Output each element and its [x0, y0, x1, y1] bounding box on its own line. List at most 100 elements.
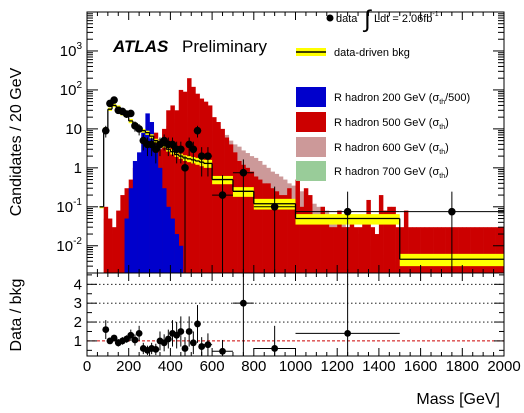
hist-bar-500-74	[395, 227, 401, 273]
hist-bar-500-66	[362, 218, 367, 273]
hist-bar-500-35	[232, 152, 238, 273]
hist-bar-500-56	[320, 206, 325, 273]
hist-bar-500-65	[358, 227, 363, 273]
main-y-tick-label-3: 10	[65, 121, 82, 138]
hist-bar-500-33	[224, 137, 230, 273]
data-point-22	[193, 126, 202, 135]
legend-label-suffix-4: )	[445, 142, 449, 154]
hist-bar-500-8	[120, 195, 125, 273]
ratio-point-6	[127, 331, 135, 339]
hist-bar-200-18	[162, 188, 167, 273]
hist-bar-500-7	[116, 210, 121, 273]
main-y-tick-exp-5: 3	[76, 41, 82, 52]
main-plot-area: 10-2 10-1 1 10 102 103	[56, 11, 505, 274]
main-axes: 10-2 10-1 1 10 102 103	[56, 11, 505, 274]
legend-swatch-3	[296, 112, 326, 132]
ratio-point-18	[177, 328, 185, 335]
ratio-point-19	[181, 345, 189, 352]
x-tick-label-9: 1800	[446, 358, 479, 375]
ratio-y-label: Data / bkg	[8, 279, 25, 352]
x-tick-label-1: 200	[116, 358, 141, 375]
hist-bar-500-6	[112, 227, 117, 273]
ratio-point-27	[271, 345, 279, 352]
hist-bar-500-31	[216, 122, 221, 273]
hist-bar-200-11	[132, 160, 138, 273]
ratio-point-8	[135, 329, 143, 337]
hist-bar-500-68	[370, 227, 376, 273]
data-point-23	[197, 152, 206, 160]
hist-bar-500-83	[433, 227, 438, 273]
legend-integral-sign: ∫	[362, 6, 372, 33]
main-y-tick-label-2: 1	[74, 160, 82, 177]
hist-bar-500-54	[312, 215, 317, 273]
legend-swatch-4	[296, 137, 326, 157]
hist-bar-500-93	[474, 227, 480, 273]
hist-bar-200-13	[141, 132, 146, 273]
hist-bar-500-25	[191, 86, 196, 273]
hist-bar-500-75	[399, 227, 405, 273]
hist-bar-500-48	[287, 188, 292, 273]
hist-bar-500-24	[187, 78, 192, 273]
legend-label-suffix-5: )	[445, 166, 449, 178]
ratio-frame	[86, 272, 505, 357]
ratio-point-25	[219, 347, 226, 355]
hist-bar-500-89	[458, 227, 463, 273]
hist-bar-500-58	[328, 227, 334, 273]
hist-bar-500-20	[170, 105, 175, 273]
ratio-point-28	[344, 329, 352, 337]
ratio-point-26	[239, 299, 247, 307]
hist-bar-500-60	[337, 210, 342, 273]
hist-bar-500-94	[478, 227, 484, 273]
legend-label-4: R hadron 600 GeV (σth)	[334, 142, 449, 156]
data-point-8	[135, 125, 143, 133]
hist-bar-500-91	[466, 227, 471, 273]
hist-bar-500-84	[437, 227, 442, 273]
hist-bar-500-5	[107, 218, 113, 273]
hist-bar-500-85	[441, 227, 446, 273]
ratio-point-15	[164, 335, 172, 343]
hist-bar-500-71	[383, 210, 388, 273]
data-point-25	[218, 191, 227, 199]
legend-label-suffix-2: /500)	[445, 92, 470, 104]
hist-bar-200-20	[170, 218, 175, 273]
ratio-y-tick-label-2: 3	[74, 295, 82, 312]
legend-data-marker	[326, 14, 334, 22]
hist-bar-500-69	[374, 234, 380, 273]
hist-bar-500-82	[428, 227, 434, 273]
legend-label-suffix-3: )	[445, 117, 449, 129]
hist-bar-500-77	[408, 227, 413, 273]
hist-bar-200-16	[153, 144, 159, 273]
hist-bar-200-14	[145, 113, 150, 273]
hist-bar-500-81	[424, 227, 430, 273]
hist-bar-500-64	[353, 227, 359, 273]
data-point-6	[126, 109, 135, 118]
hist-bar-500-28	[203, 101, 209, 273]
hist-bar-200-12	[137, 152, 142, 273]
legend-swatch-2	[296, 87, 326, 107]
hist-bar-500-73	[391, 206, 396, 273]
legend-label-sub-2: th	[439, 99, 445, 106]
hist-bar-500-99	[499, 227, 504, 273]
hist-bar-500-41	[257, 179, 263, 273]
ratio-y-tick-label-1: 2	[74, 314, 82, 331]
ratio-point-7	[131, 336, 139, 344]
x-axis-label: Mass [GeV]	[416, 391, 500, 408]
main-y-tick-label-1: 10-1	[56, 197, 82, 216]
main-y-label: Candidates / 20 GeV	[8, 67, 25, 216]
hist-bar-500-67	[366, 199, 371, 273]
hist-bar-500-59	[333, 227, 338, 273]
legend: data ∫ Ldt = 2.06fb-1 data-driven bkg R hadr…	[296, 6, 470, 181]
hist-bar-500-39	[249, 171, 255, 273]
hist-bar-500-27	[199, 98, 205, 273]
hist-bar-500-46	[278, 195, 284, 273]
legend-bkg-label: data-driven bkg	[334, 47, 410, 59]
bkg-band-0	[99, 206, 104, 209]
hist-bar-500-29	[207, 105, 213, 273]
hist-bar-500-19	[166, 110, 171, 273]
hist-bar-200-22	[178, 245, 184, 273]
ratio-point-2	[110, 334, 118, 342]
hist-bar-500-61	[341, 227, 346, 273]
legend-label-5: R hadron 700 GeV (σth)	[334, 166, 449, 180]
hist-bar-500-53	[308, 195, 313, 273]
ratio-point-23	[198, 343, 206, 350]
